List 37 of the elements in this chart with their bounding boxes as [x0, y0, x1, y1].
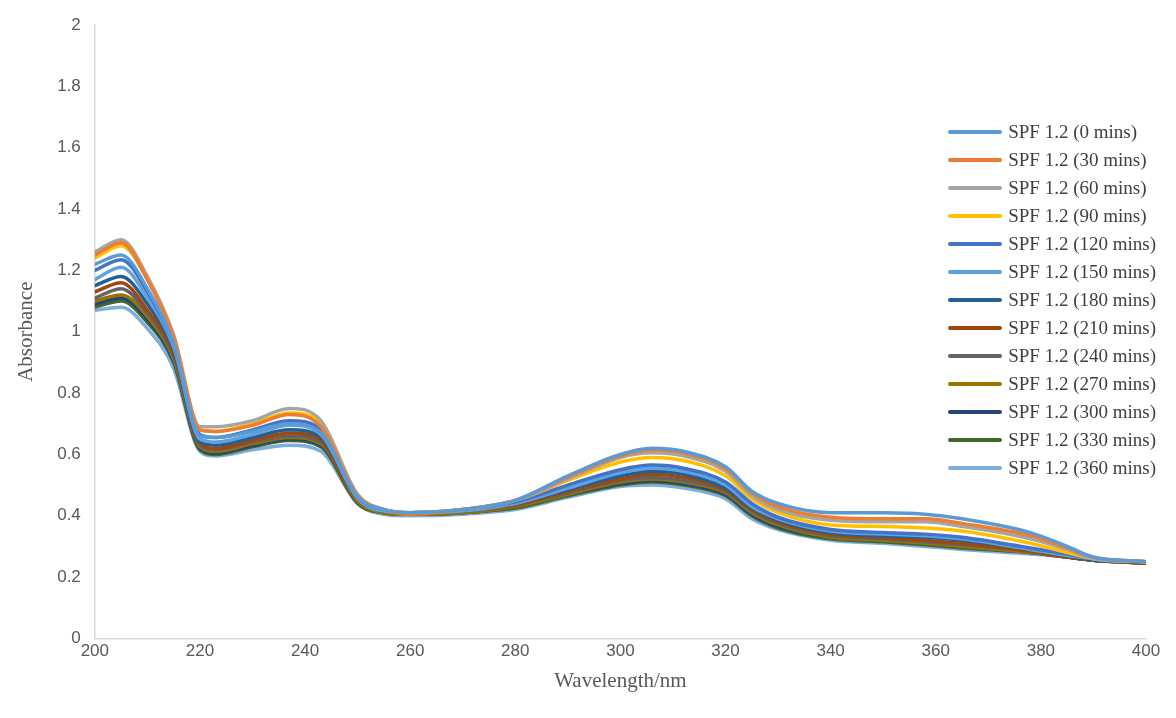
y-tick-label: 0.6 [57, 444, 81, 464]
legend-label: SPF 1.2 (30 mins) [1008, 149, 1147, 171]
y-tick-label: 0 [71, 628, 81, 648]
y-tick-label: 1.4 [57, 198, 81, 218]
y-tick-label: 0.8 [57, 382, 81, 402]
legend-label: SPF 1.2 (360 mins) [1008, 457, 1156, 479]
x-tick-label: 200 [80, 641, 110, 661]
x-tick-label: 240 [290, 641, 320, 661]
legend-label: SPF 1.2 (60 mins) [1008, 177, 1147, 199]
y-axis-title: Absorbance [13, 281, 38, 382]
legend-label: SPF 1.2 (300 mins) [1008, 401, 1156, 423]
legend-label: SPF 1.2 (210 mins) [1008, 317, 1156, 339]
y-tick-label: 1.8 [57, 76, 81, 96]
y-tick-label: 1.6 [57, 137, 81, 157]
legend-label: SPF 1.2 (330 mins) [1008, 429, 1156, 451]
x-tick-label: 260 [396, 641, 425, 661]
x-tick-label: 400 [1131, 641, 1161, 661]
x-axis-title: Wavelength/nm [554, 667, 687, 692]
y-tick-label: 0.4 [57, 505, 81, 525]
legend-label: SPF 1.2 (0 mins) [1008, 121, 1137, 143]
y-tick-label: 1 [71, 321, 81, 341]
legend-label: SPF 1.2 (270 mins) [1008, 373, 1156, 395]
legend-label: SPF 1.2 (180 mins) [1008, 289, 1156, 311]
y-tick-label: 2 [71, 14, 81, 34]
x-tick-label: 360 [921, 641, 950, 661]
x-tick-label: 320 [711, 641, 740, 661]
x-tick-label: 340 [816, 641, 845, 661]
x-tick-label: 380 [1026, 641, 1056, 661]
x-tick-label: 300 [606, 641, 635, 661]
y-tick-label: 1.2 [57, 260, 81, 280]
x-tick-label: 220 [185, 641, 215, 661]
x-tick-label: 280 [501, 641, 530, 661]
legend-label: SPF 1.2 (90 mins) [1008, 205, 1147, 227]
y-tick-label: 0.2 [57, 566, 81, 586]
legend-label: SPF 1.2 (240 mins) [1008, 345, 1156, 367]
legend-label: SPF 1.2 (150 mins) [1008, 261, 1156, 283]
legend-label: SPF 1.2 (120 mins) [1008, 233, 1156, 255]
